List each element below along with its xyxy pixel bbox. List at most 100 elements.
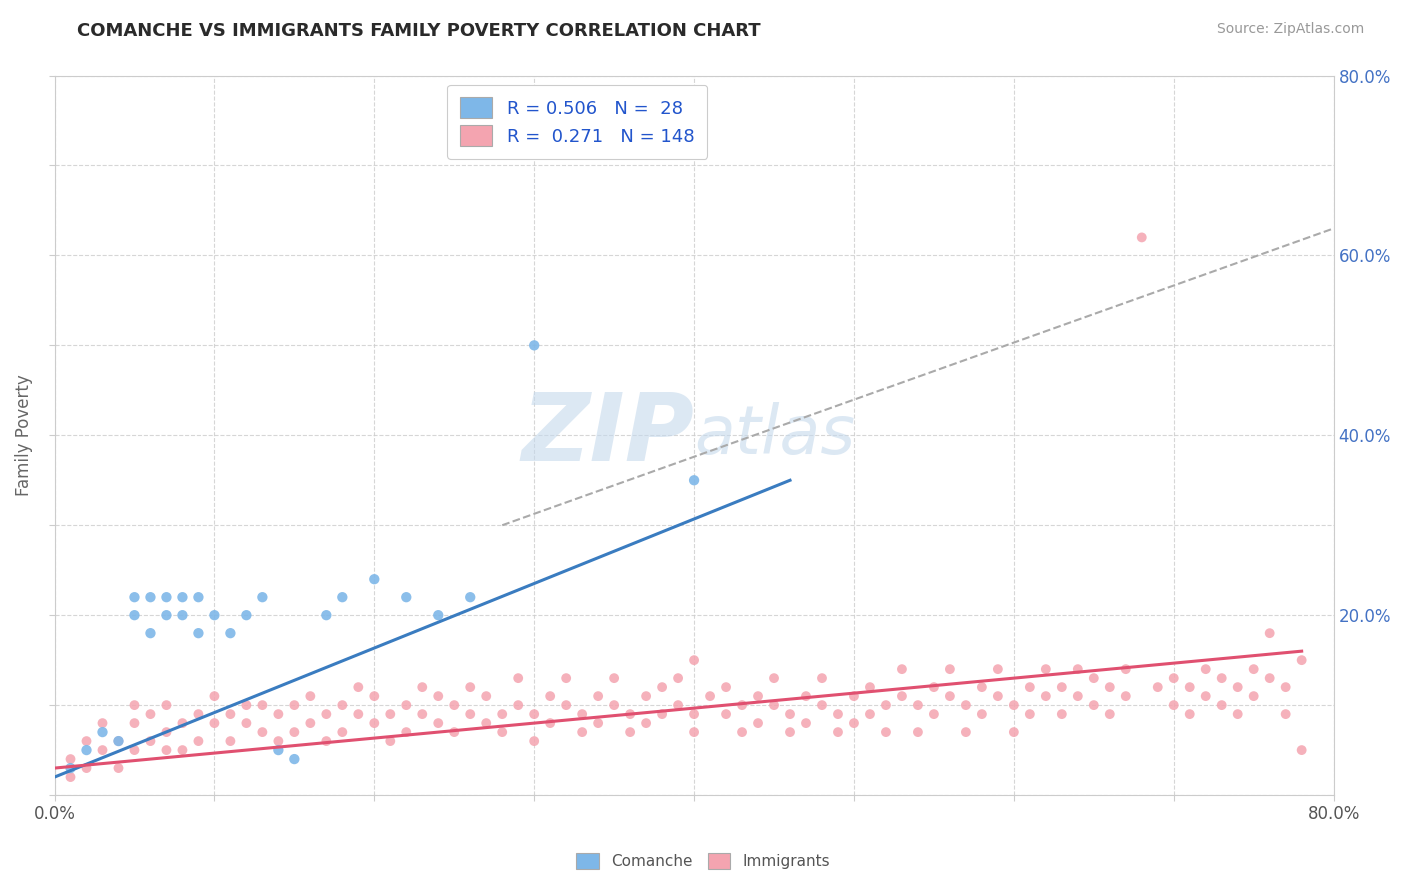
Point bbox=[443, 725, 465, 739]
Point bbox=[235, 608, 257, 623]
Point bbox=[955, 698, 977, 712]
Point bbox=[204, 689, 226, 703]
Point bbox=[508, 671, 530, 685]
Point bbox=[252, 590, 274, 604]
Point bbox=[955, 725, 977, 739]
Point bbox=[1274, 707, 1296, 722]
Point bbox=[794, 689, 817, 703]
Point bbox=[330, 590, 353, 604]
Point bbox=[1002, 698, 1025, 712]
Point bbox=[491, 707, 513, 722]
Point bbox=[683, 653, 706, 667]
Legend: R = 0.506   N =  28, R =  0.271   N = 148: R = 0.506 N = 28, R = 0.271 N = 148 bbox=[447, 85, 707, 159]
Point bbox=[1115, 689, 1137, 703]
Point bbox=[330, 725, 353, 739]
Point bbox=[1211, 698, 1233, 712]
Point bbox=[380, 707, 402, 722]
Point bbox=[842, 716, 865, 731]
Point bbox=[586, 689, 609, 703]
Point bbox=[571, 725, 593, 739]
Point bbox=[523, 734, 546, 748]
Point bbox=[283, 698, 305, 712]
Point bbox=[395, 725, 418, 739]
Point bbox=[1050, 707, 1073, 722]
Point bbox=[1035, 662, 1057, 676]
Point bbox=[204, 608, 226, 623]
Point bbox=[1083, 671, 1105, 685]
Point bbox=[187, 626, 209, 640]
Point bbox=[380, 734, 402, 748]
Point bbox=[714, 680, 737, 694]
Point bbox=[1195, 689, 1218, 703]
Point bbox=[299, 716, 322, 731]
Point bbox=[970, 680, 993, 694]
Point bbox=[172, 716, 194, 731]
Point bbox=[124, 743, 146, 757]
Text: Source: ZipAtlas.com: Source: ZipAtlas.com bbox=[1216, 22, 1364, 37]
Point bbox=[204, 716, 226, 731]
Point bbox=[363, 716, 385, 731]
Point bbox=[555, 698, 578, 712]
Legend: Comanche, Immigrants: Comanche, Immigrants bbox=[569, 847, 837, 875]
Point bbox=[603, 671, 626, 685]
Point bbox=[1067, 662, 1090, 676]
Point bbox=[890, 662, 912, 676]
Point bbox=[699, 689, 721, 703]
Point bbox=[747, 716, 769, 731]
Point bbox=[538, 689, 561, 703]
Point bbox=[330, 698, 353, 712]
Point bbox=[139, 734, 162, 748]
Point bbox=[619, 707, 641, 722]
Point bbox=[315, 707, 337, 722]
Point bbox=[219, 734, 242, 748]
Point bbox=[636, 716, 658, 731]
Point bbox=[283, 725, 305, 739]
Point bbox=[1115, 662, 1137, 676]
Point bbox=[363, 689, 385, 703]
Point bbox=[1083, 698, 1105, 712]
Point bbox=[107, 761, 129, 775]
Point bbox=[124, 716, 146, 731]
Text: atlas: atlas bbox=[695, 402, 855, 468]
Point bbox=[1146, 680, 1168, 694]
Point bbox=[267, 707, 290, 722]
Text: COMANCHE VS IMMIGRANTS FAMILY POVERTY CORRELATION CHART: COMANCHE VS IMMIGRANTS FAMILY POVERTY CO… bbox=[77, 22, 761, 40]
Point bbox=[1098, 680, 1121, 694]
Point bbox=[395, 590, 418, 604]
Point bbox=[411, 680, 433, 694]
Point bbox=[731, 698, 754, 712]
Point bbox=[1035, 689, 1057, 703]
Point bbox=[347, 680, 370, 694]
Point bbox=[859, 680, 882, 694]
Point bbox=[124, 608, 146, 623]
Point bbox=[555, 671, 578, 685]
Point bbox=[747, 689, 769, 703]
Point bbox=[443, 698, 465, 712]
Point bbox=[763, 698, 786, 712]
Point bbox=[827, 725, 849, 739]
Point bbox=[890, 689, 912, 703]
Point bbox=[172, 590, 194, 604]
Point bbox=[76, 743, 98, 757]
Point bbox=[731, 725, 754, 739]
Point bbox=[172, 743, 194, 757]
Point bbox=[363, 572, 385, 586]
Point bbox=[427, 689, 450, 703]
Point bbox=[458, 707, 481, 722]
Point bbox=[907, 698, 929, 712]
Point bbox=[1163, 698, 1185, 712]
Point bbox=[1050, 680, 1073, 694]
Point bbox=[939, 689, 962, 703]
Point bbox=[475, 689, 498, 703]
Point bbox=[1067, 689, 1090, 703]
Point bbox=[586, 716, 609, 731]
Point bbox=[683, 725, 706, 739]
Point bbox=[1211, 671, 1233, 685]
Point bbox=[875, 725, 897, 739]
Point bbox=[987, 662, 1010, 676]
Point bbox=[922, 680, 945, 694]
Point bbox=[155, 725, 177, 739]
Point bbox=[299, 689, 322, 703]
Point bbox=[91, 716, 114, 731]
Point bbox=[970, 707, 993, 722]
